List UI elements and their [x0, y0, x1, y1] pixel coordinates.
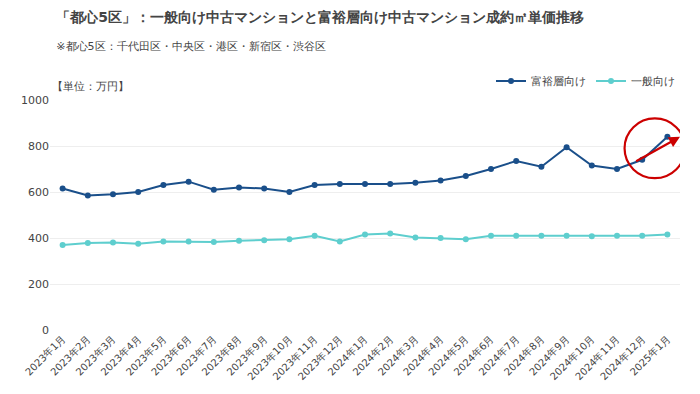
svg-text:2024年12月: 2024年12月 — [598, 333, 647, 382]
svg-text:800: 800 — [28, 140, 49, 153]
svg-text:600: 600 — [28, 186, 49, 199]
svg-text:2024年3月: 2024年3月 — [376, 333, 420, 377]
svg-text:2023年2月: 2023年2月 — [48, 333, 92, 377]
svg-text:2024年9月: 2024年9月 — [527, 333, 571, 377]
svg-text:200: 200 — [28, 278, 49, 291]
svg-text:2024年1月: 2024年1月 — [326, 333, 370, 377]
svg-text:2023年11月: 2023年11月 — [271, 333, 320, 382]
svg-text:2024年10月: 2024年10月 — [548, 333, 597, 382]
svg-text:400: 400 — [28, 232, 49, 245]
svg-text:2025年1月: 2025年1月 — [628, 333, 672, 377]
svg-text:2024年4月: 2024年4月 — [401, 333, 445, 377]
svg-text:「都心5区」：一般向け中古マンションと富裕層向け中古マンショ: 「都心5区」：一般向け中古マンションと富裕層向け中古マンション成約㎡単価推移 — [56, 9, 584, 25]
svg-text:2024年11月: 2024年11月 — [573, 333, 622, 382]
svg-text:0: 0 — [42, 324, 49, 337]
svg-text:2023年9月: 2023年9月 — [225, 333, 269, 377]
svg-text:2023年12月: 2023年12月 — [296, 333, 345, 382]
svg-text:1000: 1000 — [21, 94, 49, 107]
svg-text:2023年5月: 2023年5月 — [124, 333, 168, 377]
svg-text:富裕層向け: 富裕層向け — [531, 75, 586, 88]
svg-text:2024年7月: 2024年7月 — [477, 333, 521, 377]
svg-text:2023年1月: 2023年1月 — [23, 333, 67, 377]
svg-text:2023年6月: 2023年6月 — [149, 333, 193, 377]
svg-text:2023年4月: 2023年4月 — [99, 333, 143, 377]
svg-text:2023年8月: 2023年8月 — [200, 333, 244, 377]
svg-text:2024年8月: 2024年8月 — [502, 333, 546, 377]
svg-text:2023年7月: 2023年7月 — [174, 333, 218, 377]
svg-text:一般向け: 一般向け — [631, 75, 675, 88]
svg-text:2024年6月: 2024年6月 — [452, 333, 496, 377]
svg-text:2023年3月: 2023年3月 — [74, 333, 118, 377]
svg-text:2024年5月: 2024年5月 — [426, 333, 470, 377]
svg-text:【単位：万円】: 【単位：万円】 — [52, 80, 129, 93]
svg-text:2024年2月: 2024年2月 — [351, 333, 395, 377]
svg-text:2023年10月: 2023年10月 — [245, 333, 294, 382]
svg-text:※都心5区：千代田区・中央区・港区・新宿区・渋谷区: ※都心5区：千代田区・中央区・港区・新宿区・渋谷区 — [56, 40, 325, 53]
